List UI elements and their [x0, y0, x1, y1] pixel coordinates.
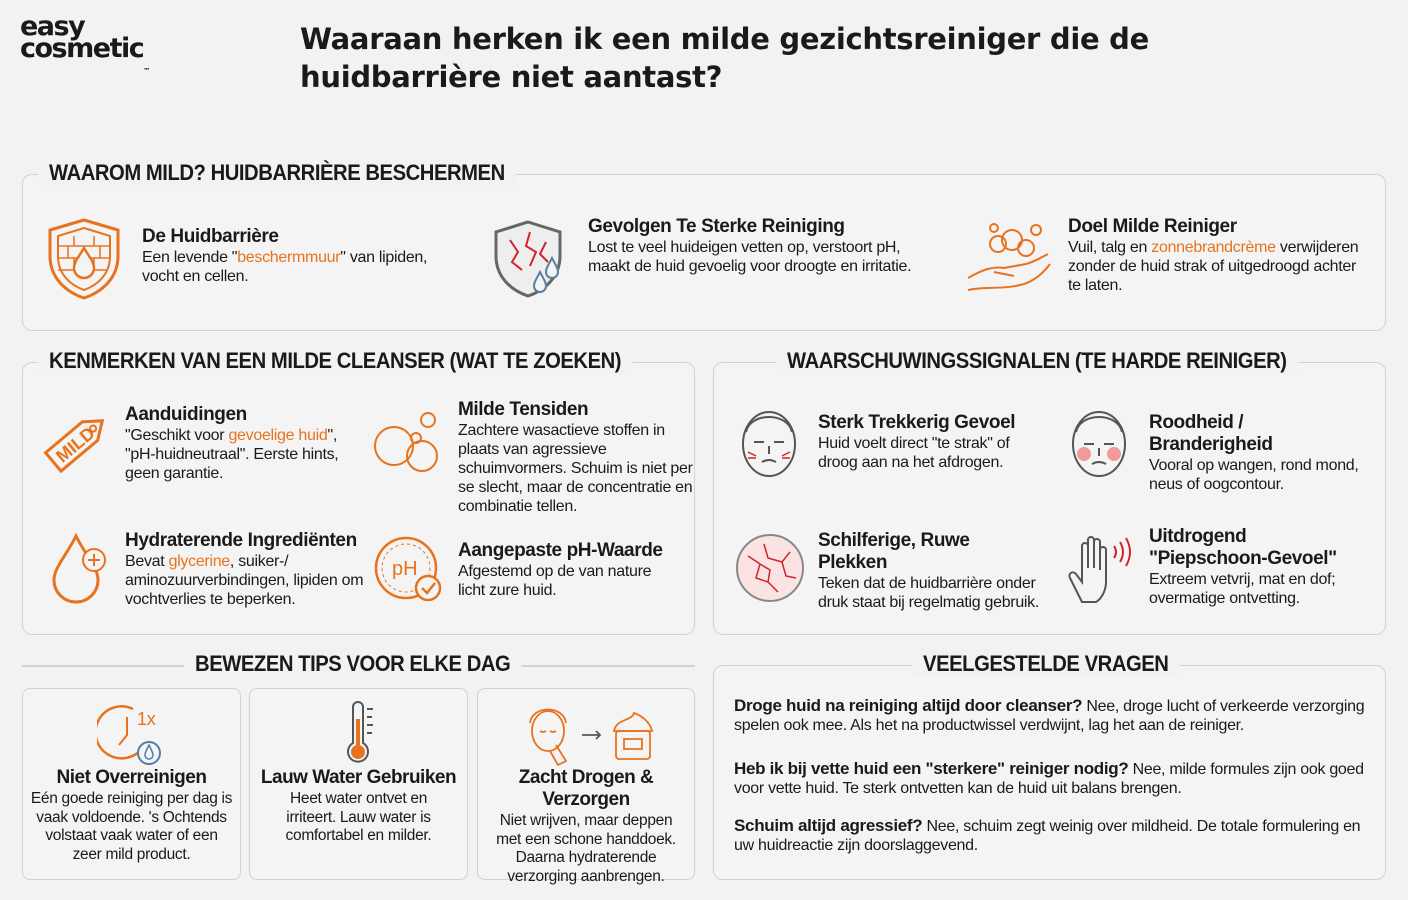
tip-card-dry-care: Zacht Drogen & Verzorgen Niet wrijven, ma…	[477, 688, 695, 885]
title-line1: Waaraan herken ik een milde gezichtsrein…	[300, 22, 1149, 56]
tip-card-overcleansing: 1x Niet Overreinigen Eén goede reiniging …	[22, 688, 241, 880]
thermometer-icon	[346, 701, 373, 763]
faq-item: Droge huid na reiniging altijd door clea…	[734, 696, 1374, 735]
warning-item-redness: Roodheid / Branderigheid Vooral op wangen…	[1149, 412, 1369, 494]
mild-tag-icon: MILD	[43, 419, 105, 474]
faq-item: Schuim altijd agressief? Nee, schuim zeg…	[734, 816, 1374, 855]
tip-card-lukewarm: Lauw Water Gebruiken Heet water ontvet en…	[249, 688, 468, 880]
item-title: Milde Tensiden	[458, 399, 589, 420]
feature-item-labels: Aanduidingen "Geschikt voor gevoelige hui…	[125, 404, 361, 483]
brand-logo: easy cosmetic ™	[20, 11, 150, 75]
item-title: De Huidbarrière	[142, 226, 279, 247]
clock-label: 1x	[137, 709, 156, 729]
title-line2: huidbarrière niet aantast?	[300, 60, 723, 94]
item-text: ", "pH-huidneutraal". Eerste hints, geen…	[125, 427, 339, 482]
item-title: Doel Milde Reiniger	[1068, 216, 1237, 237]
why-item-goal: Doel Milde Reiniger Vuil, talg en zonnebr…	[1068, 216, 1368, 295]
squeaky-hand-icon	[1068, 536, 1131, 603]
item-text: Lost te veel huideigen vetten op, versto…	[588, 239, 912, 275]
item-title: Sterk Trekkerig Gevoel	[818, 412, 1016, 433]
item-text: Bevat	[125, 553, 169, 570]
faq-question: Schuim altijd agressief?	[734, 816, 923, 835]
tip-title: Zacht Drogen & Verzorgen	[518, 767, 654, 810]
item-text: verwijderen zonder de huid strak of uitg…	[1068, 239, 1359, 294]
item-text: "Geschikt voor	[125, 427, 229, 444]
tips-heading: BEWEZEN TIPS VOOR ELKE DAG	[184, 651, 522, 677]
ph-label: pH	[392, 558, 418, 580]
faq-heading: VEELGESTELDE VRAGEN	[912, 651, 1180, 677]
tip-text: Heet water ontvet en irriteert. Lauw wat…	[285, 790, 432, 844]
faq-list: Droge huid na reiniging altijd door clea…	[734, 696, 1374, 873]
item-title: Uitdrogend "Piepschoon-Gevoel"	[1149, 526, 1337, 569]
item-text: Vuil, talg en	[1068, 239, 1152, 256]
ph-check-icon: pH	[374, 536, 442, 602]
item-title: Gevolgen Te Sterke Reiniging	[588, 216, 845, 237]
item-title: Schilferige, Ruwe Plekken	[818, 530, 970, 573]
warning-item-flaky: Schilferige, Ruwe Plekken Teken dat de hu…	[818, 530, 1043, 612]
faq-section	[713, 665, 1386, 880]
item-highlight: gevoelige huid	[228, 427, 328, 444]
faq-question: Droge huid na reiniging altijd door clea…	[734, 696, 1083, 715]
item-text: " van lipiden, vocht en cellen.	[142, 249, 428, 285]
item-title: Hydraterende Ingrediënten	[125, 530, 357, 551]
faq-question: Heb ik bij vette huid een "sterkere" rei…	[734, 759, 1129, 778]
item-highlight: glycerine	[168, 553, 231, 570]
feature-item-ph: Aangepaste pH-Waarde Afgestemd op de van …	[458, 540, 678, 600]
tip-text: Eén goede reiniging per dag is vaak vold…	[30, 790, 233, 863]
item-text: Extreem vetvrij, mat en dof; overmatige …	[1149, 571, 1336, 607]
why-item-consequences: Gevolgen Te Sterke Reiniging Lost te veel…	[588, 216, 918, 276]
item-highlight: beschermmuur	[237, 249, 341, 266]
bubbles-icon	[374, 412, 438, 472]
page-title: Waaraan herken ik een milde gezichtsrein…	[300, 20, 1149, 96]
towel-cream-icon	[529, 708, 654, 767]
item-title: Roodheid / Branderigheid	[1149, 412, 1273, 455]
shield-brick-icon	[48, 218, 120, 300]
item-text: Zachtere wasactieve stoffen in plaats va…	[458, 422, 693, 515]
warning-item-tight: Sterk Trekkerig Gevoel Huid voelt direct …	[818, 412, 1038, 472]
drop-plus-icon	[52, 532, 106, 604]
warnings-heading: WAARSCHUWINGSSIGNALEN (TE HARDE REINIGER…	[776, 348, 1298, 374]
tip-title: Niet Overreinigen	[56, 767, 207, 788]
item-text: Vooral op wangen, rond mond, neus of oog…	[1149, 457, 1359, 493]
item-text: Afgestemd op de van nature licht zure hu…	[458, 563, 652, 599]
why-heading: WAAROM MILD? HUIDBARRIÈRE BESCHERMEN	[38, 160, 516, 186]
logo-tm: ™	[143, 67, 151, 75]
item-text: Een levende "	[142, 249, 238, 266]
faq-answer: Nee, schuim zegt weinig over mildheid. D…	[734, 818, 1361, 854]
faq-answer: Nee, droge lucht of verkeerde verzorging…	[734, 698, 1365, 734]
tip-text: Niet wrijven, maar deppen met een schone…	[496, 812, 676, 885]
item-title: Aangepaste pH-Waarde	[458, 540, 663, 561]
logo-line1: easy	[20, 11, 86, 42]
cracked-skin-icon	[736, 534, 804, 602]
why-section	[22, 174, 1386, 331]
why-item-barrier: De Huidbarrière Een levende "beschermmuur…	[142, 226, 432, 286]
tip-title: Lauw Water Gebruiken	[260, 767, 457, 788]
red-face-icon	[1072, 411, 1126, 477]
feature-item-surfactants: Milde Tensiden Zachtere wasactieve stoffe…	[458, 399, 698, 516]
hand-foam-icon	[967, 223, 1051, 291]
feature-item-hydrating: Hydraterende Ingrediënten Bevat glycerine…	[125, 530, 365, 609]
cracked-shield-icon	[494, 220, 562, 298]
faq-item: Heb ik bij vette huid een "sterkere" rei…	[734, 759, 1374, 798]
item-text: Teken dat de huidbarrière onder druk sta…	[818, 575, 1040, 611]
features-section	[22, 362, 695, 635]
faq-answer: Nee, milde formules zijn ook goed voor v…	[734, 761, 1364, 797]
logo-line2: cosmetic	[20, 33, 145, 64]
item-highlight: zonnebrandcrème	[1151, 239, 1276, 256]
tight-face-icon	[742, 411, 796, 477]
clock-drop-icon: 1x	[96, 705, 161, 765]
item-text: , suiker-/ aminozuurverbindingen, lipide…	[125, 553, 364, 608]
item-text: Huid voelt direct "te strak" of droog aa…	[818, 435, 1010, 471]
warning-item-squeaky: Uitdrogend "Piepschoon-Gevoel" Extreem ve…	[1149, 526, 1369, 608]
item-title: Aanduidingen	[125, 404, 247, 425]
features-heading: KENMERKEN VAN EEN MILDE CLEANSER (WAT TE…	[38, 348, 633, 374]
